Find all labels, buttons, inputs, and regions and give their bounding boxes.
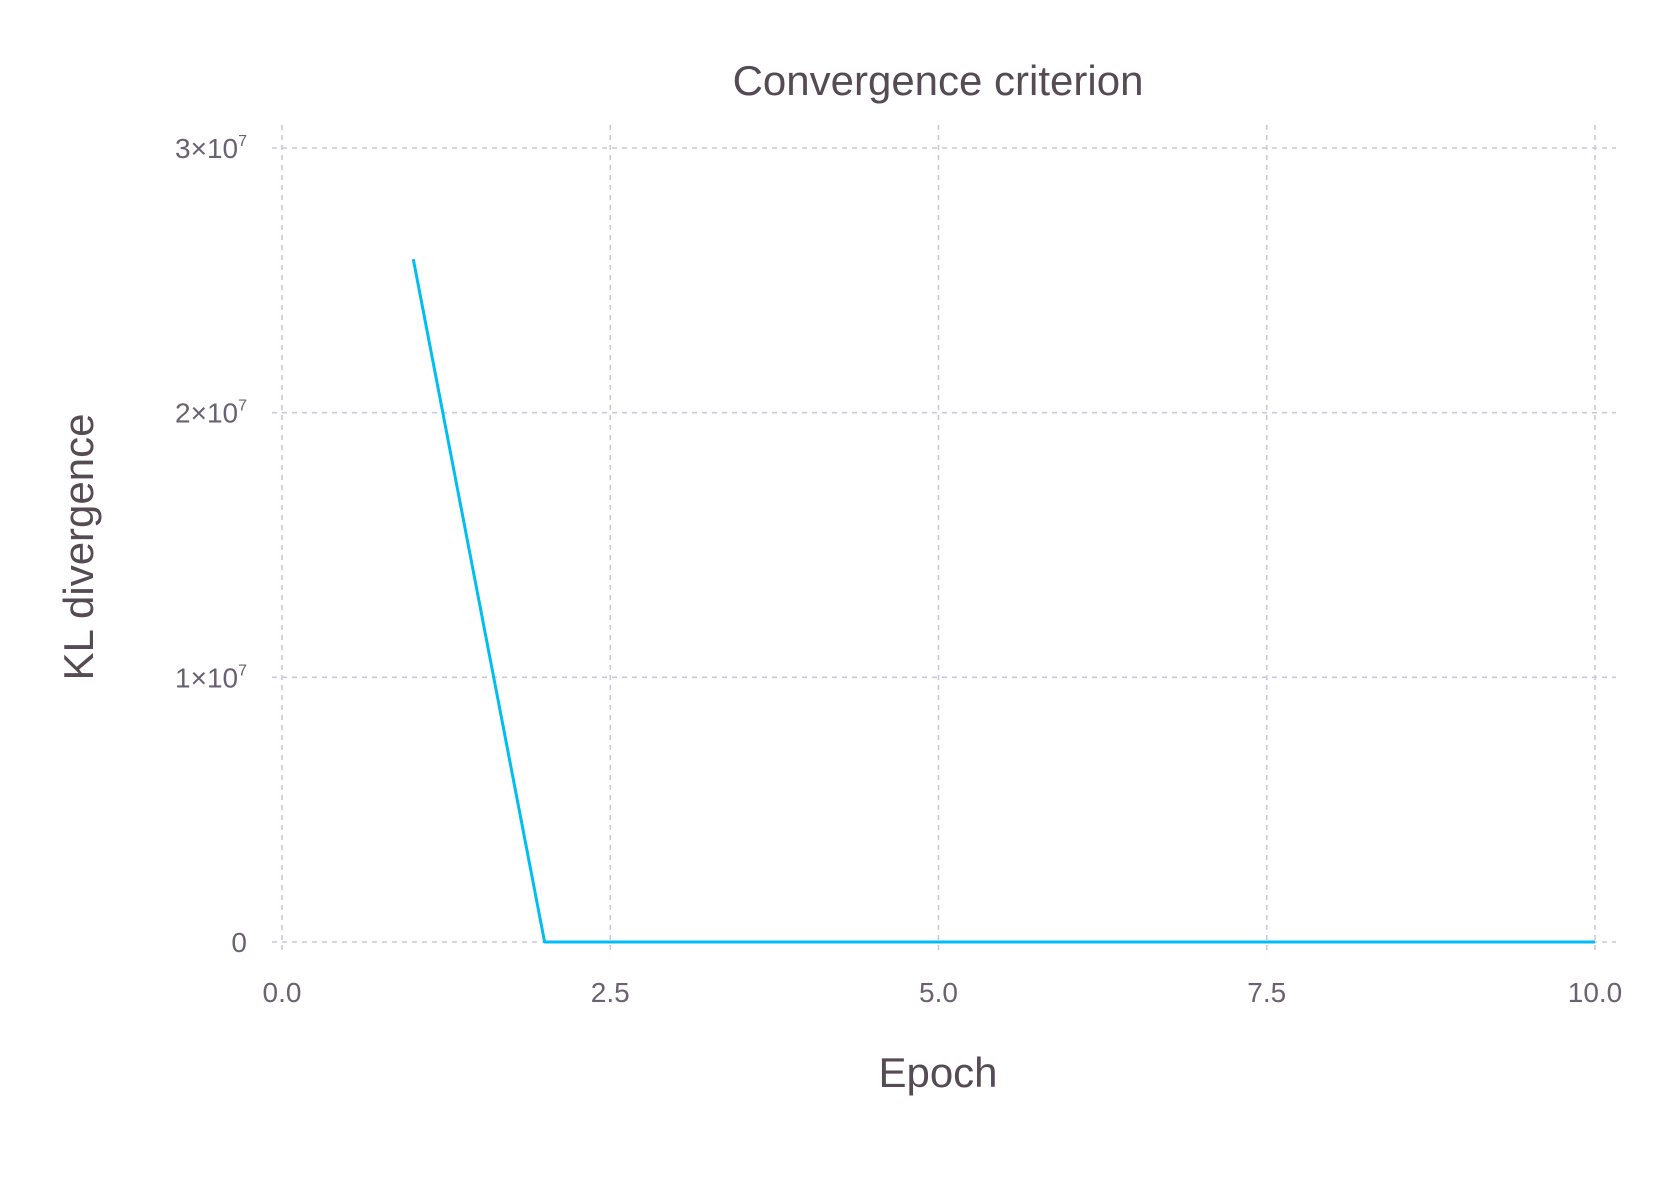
plot-series: [411, 258, 1595, 944]
x-tick-label: 10.0: [1568, 977, 1623, 1008]
chart-title: Convergence criterion: [733, 57, 1144, 104]
x-tick-label: 2.5: [591, 977, 630, 1008]
y-tick-mantissa: 3×10: [175, 133, 238, 164]
x-tick-label: 7.5: [1247, 977, 1286, 1008]
y-tick-exponent: 7: [238, 662, 247, 679]
y-tick-label: 3×107: [175, 133, 247, 164]
y-tick-exponent: 7: [238, 133, 247, 150]
y-tick-exponent: 7: [238, 398, 247, 415]
grid: [272, 125, 1616, 954]
x-tick-label: 0.0: [263, 977, 302, 1008]
y-axis-label: KL divergence: [55, 414, 102, 681]
y-tick-mantissa: 1×10: [175, 662, 238, 693]
x-tick-label: 5.0: [919, 977, 958, 1008]
y-tick-mantissa: 2×10: [175, 398, 238, 429]
y-tick-label: 1×107: [175, 662, 247, 693]
y-tick-label: 0: [231, 927, 247, 958]
x-axis-label: Epoch: [878, 1049, 997, 1096]
series-line-0: [411, 258, 1595, 944]
y-tick-mantissa: 0: [231, 927, 247, 958]
y-tick-label: 2×107: [175, 398, 247, 429]
